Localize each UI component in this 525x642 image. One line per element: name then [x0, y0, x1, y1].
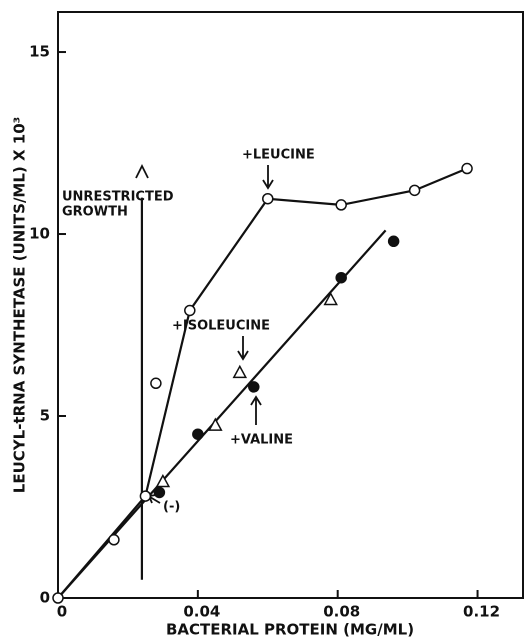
annotation: +ISOLEUCINE: [172, 319, 270, 334]
plot-frame: [57, 11, 524, 599]
y-tick-label: 0: [40, 589, 50, 607]
open-circle-point: [262, 192, 274, 205]
open-circle-point: [408, 184, 421, 197]
annotation: UNRESTRICTED: [62, 190, 174, 205]
open-circle-point: [184, 304, 196, 317]
x-tick-label: 0.04: [183, 603, 220, 621]
y-tick-label: 10: [29, 225, 50, 243]
filled-circle-point: [192, 428, 204, 440]
filled-circle-point: [387, 235, 400, 248]
x-tick-label: 0: [57, 603, 67, 621]
x-tick-label: 0.12: [463, 603, 500, 621]
x-tick-label: 0.08: [323, 603, 360, 621]
y-axis-label: LEUCYL-tRNA SYNTHETASE (UNITS/ML) X 10³: [11, 117, 29, 493]
open-circle-point: [335, 199, 347, 211]
open-circle-point: [150, 377, 162, 390]
triangle-point: [232, 364, 248, 379]
y-tick-label: 5: [40, 407, 50, 425]
x-axis-label: BACTERIAL PROTEIN (MG/ML): [166, 621, 414, 639]
filled-circle-point: [335, 271, 347, 284]
line: [57, 167, 468, 599]
annotation: +LEUCINE: [242, 148, 315, 163]
open-circle-point: [108, 534, 120, 546]
open-circle-point: [461, 162, 473, 175]
triangle-point: [323, 291, 338, 306]
line: [57, 229, 387, 599]
open-circle-point: [52, 592, 64, 604]
filled-circle-point: [153, 486, 166, 499]
annotation: +VALINE: [230, 433, 293, 448]
y-tick-label: 15: [29, 43, 50, 61]
annotation: GROWTH: [62, 205, 128, 220]
arrows: [135, 163, 274, 504]
filled-circle-point: [248, 381, 260, 393]
annotation: (-): [163, 500, 180, 515]
triangle-point: [155, 473, 171, 488]
triangle-point: [208, 417, 223, 431]
open-circle-point: [139, 490, 152, 502]
